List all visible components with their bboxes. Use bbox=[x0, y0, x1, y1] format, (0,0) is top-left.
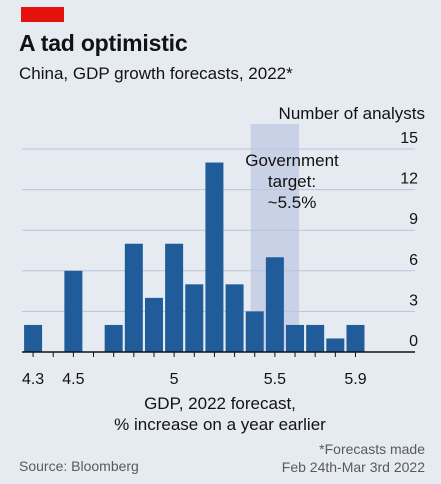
bar bbox=[265, 257, 284, 352]
footnote-line-1: *Forecasts made bbox=[319, 441, 425, 457]
source-note: Source: Bloomberg bbox=[19, 458, 139, 474]
bar bbox=[225, 284, 244, 352]
bar bbox=[24, 324, 43, 352]
x-axis-title-line-2: % increase on a year earlier bbox=[114, 415, 326, 434]
y-tick-label: 9 bbox=[409, 211, 418, 228]
y-axis-title: Number of analysts bbox=[278, 104, 425, 123]
footnote: *Forecasts made Feb 24th-Mar 3rd 2022 bbox=[282, 440, 425, 476]
bar bbox=[104, 324, 123, 352]
annotation-line-1: Government bbox=[245, 151, 339, 170]
bar bbox=[64, 270, 83, 352]
y-tick-label: 12 bbox=[400, 171, 418, 188]
y-tick-label: 6 bbox=[409, 252, 418, 269]
bar bbox=[165, 243, 184, 352]
x-tick-label: 5.5 bbox=[264, 371, 286, 388]
chart-title: A tad optimistic bbox=[19, 30, 188, 56]
y-tick-label: 0 bbox=[409, 333, 418, 350]
y-tick-label: 3 bbox=[409, 292, 418, 309]
bar bbox=[306, 324, 325, 352]
bar bbox=[326, 338, 345, 352]
x-tick-label: 5 bbox=[170, 371, 179, 388]
bar bbox=[185, 284, 204, 352]
x-axis-title: GDP, 2022 forecast, % increase on a year… bbox=[70, 393, 370, 435]
bar bbox=[245, 311, 264, 352]
x-tick-label: 4.5 bbox=[62, 371, 84, 388]
bar bbox=[144, 297, 163, 352]
x-tick-label: 5.9 bbox=[344, 371, 366, 388]
bar bbox=[286, 324, 305, 352]
government-target-annotation: Government target: ~5.5% bbox=[222, 150, 362, 213]
annotation-line-3: ~5.5% bbox=[267, 193, 317, 212]
annotation-line-2: target: bbox=[267, 172, 317, 191]
chart-subtitle: China, GDP growth forecasts, 2022* bbox=[19, 64, 293, 83]
bar bbox=[346, 324, 365, 352]
x-axis-title-line-1: GDP, 2022 forecast, bbox=[144, 394, 296, 413]
x-tick-label: 4.3 bbox=[22, 371, 44, 388]
y-tick-label: 15 bbox=[400, 130, 418, 147]
bar bbox=[205, 162, 224, 352]
brand-accent-bar bbox=[21, 7, 64, 22]
bar bbox=[124, 243, 143, 352]
footnote-line-2: Feb 24th-Mar 3rd 2022 bbox=[281, 459, 425, 475]
